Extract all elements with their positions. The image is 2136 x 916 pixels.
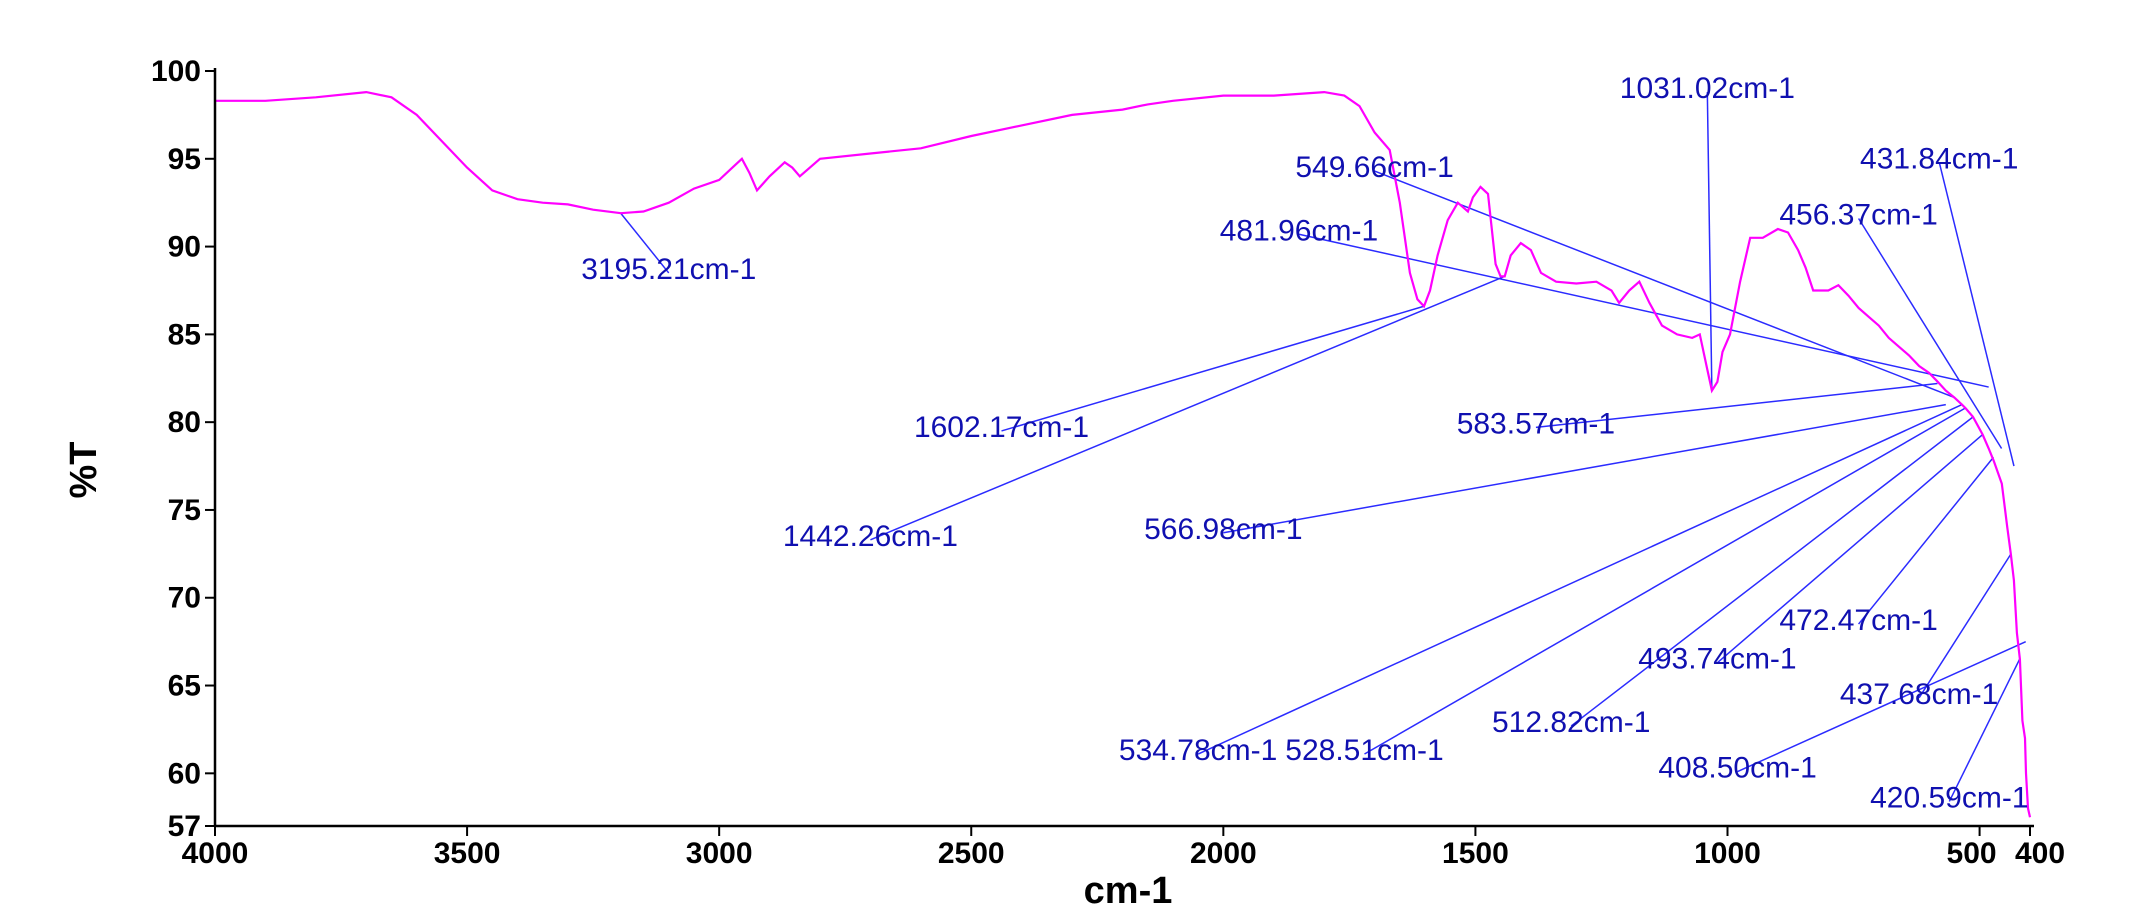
y-tick-label: 95 — [168, 143, 201, 176]
x-axis-ticks: 4000 3500 3000 2500 2000 1500 1000 500 400 — [182, 826, 2065, 870]
y-tick-label: 90 — [168, 231, 201, 264]
y-tick-label: 80 — [168, 406, 201, 439]
y-axis-ticks: 100 95 90 85 80 75 70 65 60 57 — [151, 55, 215, 843]
peak-label: 534.78cm-1 — [1119, 734, 1277, 767]
axes: 4000 3500 3000 2500 2000 1500 1000 500 400 100 95… — [151, 55, 2065, 870]
peak-label: 437.68cm-1 — [1840, 678, 1998, 711]
x-tick-label: 500 — [1947, 837, 1997, 870]
y-tick-label: 85 — [168, 318, 201, 351]
peak-label: 512.82cm-1 — [1492, 706, 1650, 739]
peak-label: 472.47cm-1 — [1779, 604, 1937, 637]
x-axis-title: cm-1 — [1084, 870, 1173, 912]
peak-label: 1031.02cm-1 — [1620, 72, 1795, 105]
peak-label: 528.51cm-1 — [1285, 734, 1443, 767]
plot-area — [215, 90, 2032, 818]
peak-leader-line — [870, 275, 1505, 541]
y-tick-label: 75 — [168, 494, 201, 527]
y-tick-label: 57 — [168, 810, 201, 843]
x-tick-label: 3500 — [434, 837, 501, 870]
peak-labels: 3195.21cm-1 1602.17cm-1 1442.26cm-1 481.96c… — [581, 72, 2028, 814]
peak-leader-line — [1737, 640, 2027, 773]
peak-leader-line — [1535, 382, 1938, 429]
y-tick-label: 60 — [168, 757, 201, 790]
peak-leader-line — [1298, 233, 1989, 388]
peak-leader-line — [1001, 305, 1425, 432]
spectrum-line — [215, 90, 2032, 818]
y-tick-label: 70 — [168, 582, 201, 615]
peak-label: 3195.21cm-1 — [581, 253, 756, 286]
peak-label: 493.74cm-1 — [1638, 643, 1796, 676]
y-axis-title: %T — [63, 442, 105, 499]
peak-label: 481.96cm-1 — [1220, 214, 1378, 247]
peak-leader-line — [1570, 416, 1974, 727]
peak-leader-line — [1364, 407, 1966, 755]
peak-leader-line — [1857, 218, 2003, 449]
x-tick-label: 1000 — [1694, 837, 1761, 870]
peak-leader-line — [1706, 92, 1713, 391]
peak-label: 549.66cm-1 — [1295, 151, 1453, 184]
peak-label: 1602.17cm-1 — [914, 411, 1089, 444]
peak-leader-line — [620, 212, 670, 274]
peak-label: 1442.26cm-1 — [783, 520, 958, 553]
peak-label: 408.50cm-1 — [1658, 752, 1816, 785]
x-tick-label: 2500 — [938, 837, 1005, 870]
peak-leader-line — [1223, 403, 1946, 534]
peak-leader-line — [1197, 403, 1963, 755]
peak-label: 583.57cm-1 — [1457, 407, 1615, 440]
y-tick-label: 100 — [151, 55, 201, 88]
peak-label: 420.59cm-1 — [1870, 781, 2028, 814]
peak-leader-line — [1918, 553, 2012, 699]
peak-leader-line — [1948, 658, 2021, 802]
x-tick-label: 4000 — [182, 837, 249, 870]
peak-leader-lines — [620, 92, 2027, 802]
peak-leader-line — [1716, 433, 1984, 664]
peak-leader-line — [1858, 456, 1995, 625]
peak-leader-line — [1938, 162, 2015, 467]
peak-label: 456.37cm-1 — [1779, 198, 1937, 231]
peak-label: 566.98cm-1 — [1144, 513, 1302, 546]
x-tick-label: 1500 — [1442, 837, 1509, 870]
y-tick-label: 65 — [168, 670, 201, 703]
x-tick-label: 400 — [2015, 837, 2065, 870]
x-tick-label: 3000 — [686, 837, 753, 870]
peak-label: 431.84cm-1 — [1860, 142, 2018, 175]
x-tick-label: 2000 — [1190, 837, 1257, 870]
peak-leader-line — [1374, 170, 1955, 399]
